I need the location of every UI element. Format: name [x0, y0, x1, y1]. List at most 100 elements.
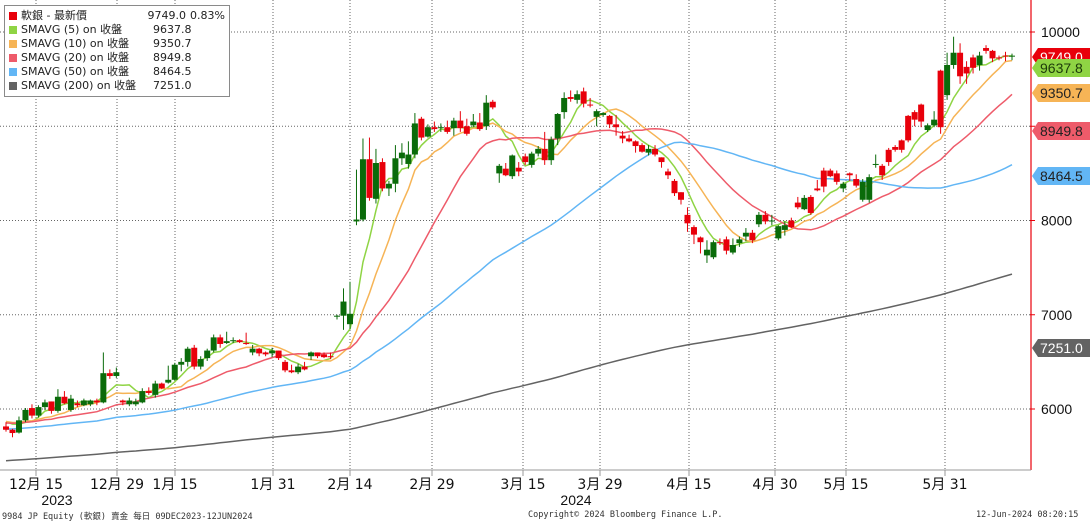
- legend-swatch: [9, 40, 17, 48]
- candle-body: [282, 361, 289, 371]
- candle-body: [308, 352, 315, 357]
- candle-body: [690, 227, 697, 235]
- candle-body: [781, 225, 788, 230]
- candle-body: [866, 177, 873, 200]
- candle-body: [671, 180, 678, 194]
- legend-name: SMAVG (50) on 收盤: [21, 65, 130, 78]
- candle-body: [957, 52, 964, 77]
- candle-body: [892, 146, 899, 150]
- candle-body: [353, 219, 360, 222]
- candle-body: [321, 354, 328, 358]
- candle-body: [872, 163, 879, 165]
- legend-name: SMAVG (10) on 收盤: [21, 37, 130, 50]
- candle-body: [814, 188, 821, 191]
- legend-value: 9637.8: [153, 23, 192, 36]
- legend-name: SMAVG (200) on 收盤: [21, 79, 137, 92]
- candle-body: [710, 242, 717, 258]
- candle-body: [217, 337, 224, 344]
- candle-body: [794, 202, 801, 208]
- candle-body: [723, 239, 730, 251]
- candle-body: [502, 168, 509, 176]
- sma-line: [5, 141, 1013, 430]
- legend-swatch: [9, 54, 17, 62]
- candle-body: [334, 315, 341, 317]
- y-axis: 600070008000900010000: [1030, 0, 1080, 470]
- candle-body: [463, 126, 470, 134]
- candle-body: [548, 139, 555, 161]
- legend-change-pct: 0.83%: [190, 9, 225, 22]
- candle-body: [522, 156, 529, 163]
- candle-body: [632, 141, 639, 147]
- candle-body: [22, 409, 29, 421]
- candle-body: [665, 171, 672, 176]
- legend-swatch: [9, 82, 17, 90]
- candle-body: [411, 123, 418, 155]
- footer: 9984 JP Equity (軟銀) 賣金 每日 09DEC2023-12JU…: [0, 509, 1090, 523]
- candle-body: [243, 343, 250, 345]
- candle-body: [885, 149, 892, 163]
- x-tick-label: 4月 30: [752, 477, 797, 493]
- candle-body: [87, 400, 94, 405]
- value-badge-label: 8949.8: [1040, 123, 1083, 139]
- value-badge: [1032, 59, 1090, 77]
- x-tick-label: 5月 31: [922, 477, 967, 493]
- sma-line: [5, 93, 1013, 425]
- value-badge: [1032, 167, 1090, 185]
- value-badge: [1032, 122, 1090, 140]
- candle-body: [898, 140, 905, 150]
- candle-body: [424, 127, 431, 137]
- candle-body: [379, 162, 386, 189]
- x-tick-label: 3月 29: [577, 477, 622, 493]
- moving-average-lines: [5, 55, 1013, 462]
- candle-body: [346, 313, 353, 325]
- legend-row-sma200: SMAVG (200) on 收盤 7251.0: [9, 79, 225, 93]
- candle-body: [905, 115, 912, 141]
- candle-body: [191, 347, 198, 367]
- candle-body: [359, 159, 366, 220]
- x-axis: 12月 15 12月 29 1月 15 1月 31 2月 14 2月 29 3月 15 3月 …: [0, 469, 1031, 508]
- y-tick-label: 10000: [1041, 24, 1080, 40]
- candle-body: [931, 119, 938, 126]
- legend-row-sma50: SMAVG (50) on 收盤 8464.5: [9, 65, 225, 79]
- candle-body: [269, 350, 276, 354]
- candle-body: [178, 361, 185, 365]
- candle-body: [859, 181, 866, 200]
- value-badge: [1032, 339, 1090, 357]
- candle-body: [74, 403, 81, 406]
- candle-body: [171, 364, 178, 380]
- candle-body: [28, 408, 35, 416]
- candle-body: [755, 214, 762, 225]
- candle-body: [80, 400, 87, 406]
- candle-body: [846, 173, 853, 176]
- value-badge: [1032, 84, 1090, 102]
- y-tick-label: 7000: [1041, 307, 1072, 323]
- legend-value: 7251.0: [153, 79, 192, 92]
- legend-swatch: [9, 26, 17, 34]
- candle-body: [1009, 55, 1015, 57]
- candle-body: [431, 127, 438, 130]
- legend-swatch: [9, 68, 17, 76]
- candle-body: [580, 91, 587, 104]
- candle-body: [67, 398, 74, 410]
- footer-timestamp: 12-Jun-2024 08:20:15: [976, 510, 1079, 520]
- value-badge-label: 9637.8: [1040, 60, 1083, 76]
- legend-value: 8949.8: [153, 51, 192, 64]
- candle-body: [119, 400, 126, 403]
- candle-body: [139, 391, 146, 403]
- candle-body: [509, 155, 516, 177]
- x-tick-label: 12月 29: [90, 477, 144, 493]
- candle-body: [457, 120, 464, 129]
- candle-body: [554, 113, 561, 139]
- candle-body: [93, 400, 100, 403]
- candle-body: [366, 159, 373, 198]
- candle-body: [398, 152, 405, 159]
- x-tick-label: 5月 15: [823, 477, 868, 493]
- candle-body: [567, 97, 574, 99]
- candle-body: [950, 52, 957, 65]
- x-tick-label: 4月 15: [666, 477, 711, 493]
- x-tick-label: 2月 29: [409, 477, 454, 493]
- x-tick-label: 1月 15: [152, 477, 197, 493]
- candle-body: [437, 127, 444, 129]
- candle-body: [716, 242, 723, 244]
